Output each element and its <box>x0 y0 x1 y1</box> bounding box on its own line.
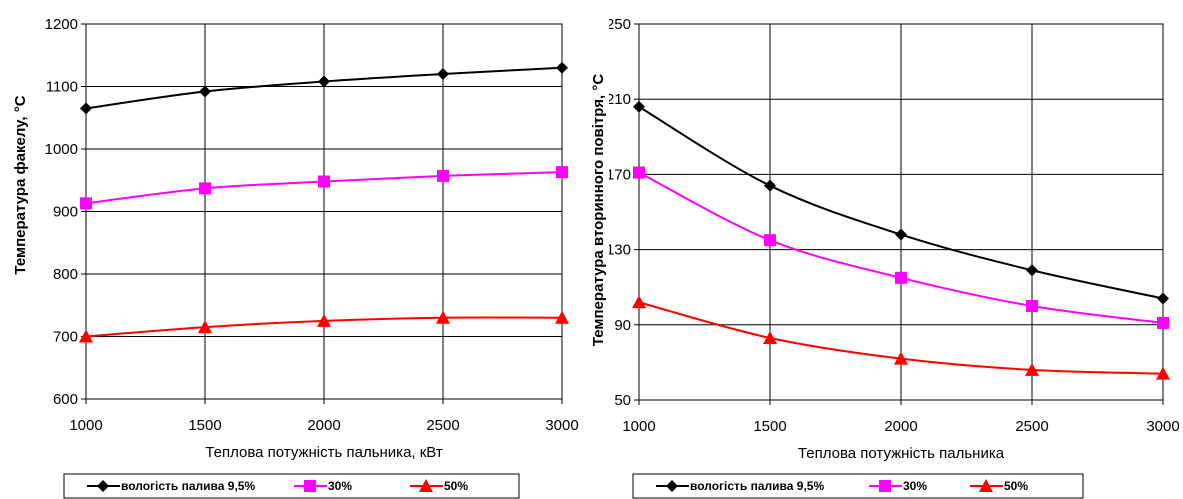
data-point-series-2 <box>555 310 569 324</box>
data-point-series-1 <box>199 182 211 195</box>
x-tick-label: 2000 <box>307 417 340 434</box>
data-point-series-2 <box>79 329 93 343</box>
plot-border <box>85 23 563 400</box>
data-point-series-1 <box>556 166 568 179</box>
data-point-series-0 <box>764 179 776 192</box>
x-tick-label: 1500 <box>753 418 786 435</box>
legend-box <box>63 473 520 499</box>
x-tick-label: 3000 <box>1146 418 1179 435</box>
x-axis-title: Теплова потужність пальника, кВт <box>205 444 443 461</box>
data-point-series-0 <box>318 75 330 88</box>
y-tick-label: 90 <box>614 317 631 334</box>
data-point-series-1 <box>318 175 330 188</box>
data-point-series-1 <box>1157 316 1169 329</box>
legend-marker-1 <box>304 480 316 492</box>
data-point-series-1 <box>80 197 92 210</box>
x-tick-label: 3000 <box>545 417 578 434</box>
y-tick-label: 1200 <box>45 16 78 33</box>
data-point-series-2 <box>436 310 450 324</box>
data-point-series-0 <box>80 102 92 115</box>
x-tick-label: 2500 <box>426 417 459 434</box>
legend-label-2: 50% <box>1004 479 1028 493</box>
legend-label-2: 50% <box>444 479 468 493</box>
y-tick-label: 700 <box>53 329 78 346</box>
legend-marker-1 <box>879 480 891 492</box>
legend-label-1: 30% <box>328 479 352 493</box>
legend-label-0: вологість палива 9,5% <box>121 479 255 493</box>
chart-flame-temperature: 600 700 800 900 1000 1100 1200 1000 1500 2000 2500… <box>0 0 583 499</box>
chart-secondary-air-temperature-svg: 50 90 130 170 210 250 1000 1500 2000 2500 3000 Тепл… <box>590 10 1180 499</box>
y-tick-label: 250 <box>606 16 631 33</box>
x-axis-title: Теплова потужність пальника <box>798 445 1005 462</box>
data-point-series-1 <box>633 166 645 179</box>
legend-marker-0 <box>97 480 109 492</box>
chart-secondary-air-temperature: 50 90 130 170 210 250 1000 1500 2000 2500 3000 Тепл… <box>583 0 1183 499</box>
data-point-series-1 <box>764 234 776 247</box>
legend-marker-0 <box>666 480 678 492</box>
y-tick-label: 1000 <box>45 141 78 158</box>
plot-border <box>638 23 1164 401</box>
chart-flame-temperature-svg: 600 700 800 900 1000 1100 1200 1000 1500 2000 2500… <box>12 16 579 499</box>
data-point-series-0 <box>437 68 449 80</box>
data-point-series-0 <box>1026 264 1038 277</box>
y-axis-title: Температура вторинного повітря, °C <box>590 74 607 346</box>
y-tick-label: 600 <box>53 391 78 408</box>
x-tick-label: 2500 <box>1015 418 1048 435</box>
data-point-series-2 <box>1025 362 1039 376</box>
y-tick-label: 50 <box>614 392 631 409</box>
y-tick-label: 1100 <box>46 79 78 96</box>
data-point-series-2 <box>632 295 646 309</box>
data-point-series-1 <box>437 169 449 182</box>
data-point-series-2 <box>1156 366 1170 380</box>
data-point-series-0 <box>1157 292 1169 305</box>
y-axis-title: Температура факелу, °C <box>12 95 29 274</box>
data-point-series-2 <box>894 351 908 365</box>
y-axis-title-bg <box>591 10 609 402</box>
data-point-series-0 <box>633 100 645 113</box>
y-tick-label: 130 <box>606 242 631 259</box>
legend-marker-2 <box>979 479 993 492</box>
data-point-series-0 <box>895 228 907 241</box>
data-point-series-2 <box>317 313 331 327</box>
y-axis-title-bg <box>13 120 31 268</box>
x-tick-label: 1500 <box>188 417 221 434</box>
data-point-series-2 <box>763 330 777 344</box>
data-point-series-1 <box>1026 300 1038 312</box>
legend-label-0: вологість палива 9,5% <box>690 479 824 493</box>
data-point-series-2 <box>198 320 212 334</box>
y-tick-label: 800 <box>53 266 78 283</box>
y-tick-label: 210 <box>606 91 631 108</box>
legend-label-1: 30% <box>903 479 927 493</box>
legend-box <box>632 473 1084 499</box>
y-tick-label: 900 <box>53 204 78 221</box>
x-tick-label: 1000 <box>622 418 655 435</box>
x-tick-label: 1000 <box>69 417 102 434</box>
legend-marker-2 <box>419 479 433 492</box>
x-tick-label: 2000 <box>884 418 917 435</box>
y-tick-label: 170 <box>606 166 631 183</box>
data-point-series-0 <box>556 61 568 74</box>
data-point-series-1 <box>895 271 907 284</box>
data-point-series-0 <box>199 85 211 98</box>
